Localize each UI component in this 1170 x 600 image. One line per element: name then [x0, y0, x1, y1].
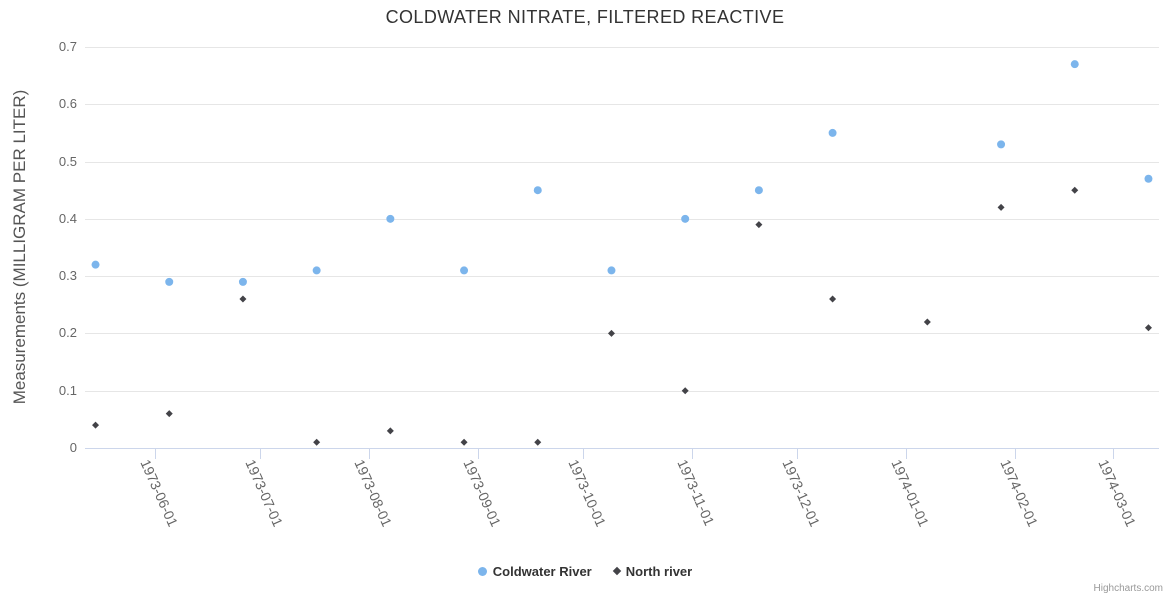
data-point-north-river[interactable]	[923, 318, 931, 326]
data-point-north-river[interactable]	[534, 438, 542, 446]
legend-item-north-river[interactable]: North river	[612, 563, 693, 579]
data-point-north-river[interactable]	[92, 421, 100, 429]
data-point-coldwater-river[interactable]	[533, 186, 542, 195]
data-point-north-river[interactable]	[607, 329, 615, 337]
data-point-coldwater-river[interactable]	[997, 140, 1006, 149]
y-tick-label: 0.3	[58, 268, 77, 283]
legend-label: Coldwater River	[492, 563, 592, 579]
y-tick-label: 0.6	[58, 96, 77, 111]
data-point-north-river[interactable]	[755, 221, 763, 229]
data-point-coldwater-river[interactable]	[828, 128, 837, 137]
data-point-coldwater-river[interactable]	[165, 277, 174, 286]
chart-title: COLDWATER NITRATE, FILTERED REACTIVE	[385, 7, 785, 27]
data-point-coldwater-river[interactable]	[607, 266, 616, 275]
y-tick-label: 0.7	[58, 39, 77, 54]
data-point-coldwater-river[interactable]	[91, 260, 100, 269]
data-point-coldwater-river[interactable]	[238, 277, 247, 286]
circle-marker-icon	[477, 566, 487, 576]
data-point-coldwater-river[interactable]	[1070, 60, 1079, 69]
data-point-north-river[interactable]	[460, 438, 468, 446]
data-point-coldwater-river[interactable]	[460, 266, 469, 275]
data-point-north-river[interactable]	[681, 387, 689, 395]
data-point-north-river[interactable]	[1144, 324, 1152, 332]
y-tick-label: 0.1	[58, 383, 77, 398]
legend-item-coldwater-river[interactable]: Coldwater River	[477, 563, 592, 579]
y-tick-label: 0.4	[58, 211, 77, 226]
data-point-north-river[interactable]	[386, 427, 394, 435]
data-point-north-river[interactable]	[997, 203, 1005, 211]
highcharts-credits-link[interactable]: Highcharts.com	[1093, 583, 1163, 594]
data-point-north-river[interactable]	[239, 295, 247, 303]
diamond-marker-icon	[612, 566, 621, 576]
data-point-north-river[interactable]	[1071, 186, 1079, 194]
data-point-coldwater-river[interactable]	[681, 214, 690, 223]
y-tick-label: 0	[69, 440, 77, 455]
data-point-coldwater-river[interactable]	[312, 266, 321, 275]
data-point-coldwater-river[interactable]	[1144, 174, 1153, 183]
y-tick-label: 0.2	[58, 325, 77, 340]
legend: Coldwater River North river	[0, 561, 1170, 581]
data-point-north-river[interactable]	[165, 410, 173, 418]
legend-label: North river	[625, 563, 693, 579]
data-point-coldwater-river[interactable]	[386, 214, 395, 223]
data-point-coldwater-river[interactable]	[754, 186, 763, 195]
data-point-north-river[interactable]	[829, 295, 837, 303]
y-tick-label: 0.5	[58, 154, 77, 169]
data-point-north-river[interactable]	[313, 438, 321, 446]
